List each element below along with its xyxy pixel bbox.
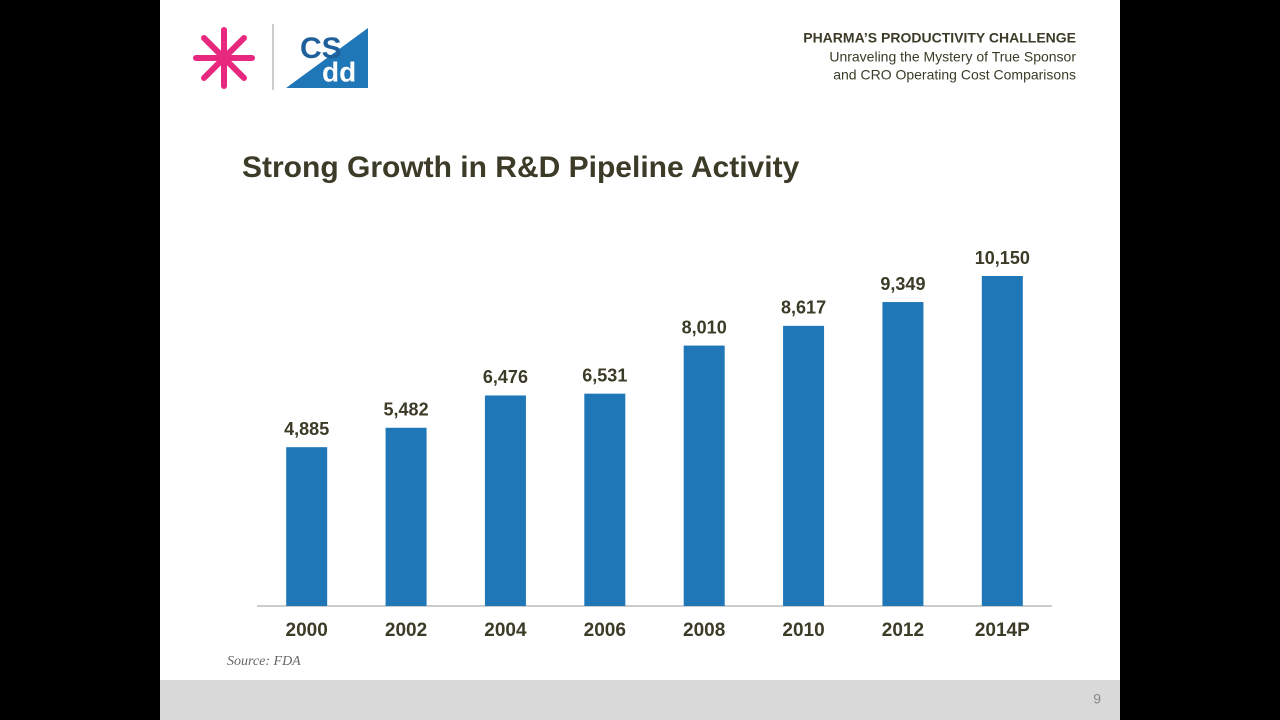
chart-title: Strong Growth in R&D Pipeline Activity (242, 151, 800, 184)
header-subtitle: and CRO Operating Cost Comparisons (833, 67, 1076, 83)
value-label: 5,482 (384, 400, 429, 420)
footer-band (160, 680, 1120, 720)
bar (783, 325, 825, 606)
bar (385, 427, 427, 606)
value-label: 6,531 (582, 365, 627, 385)
x-tick-label: 2002 (385, 620, 427, 641)
value-label: 10,150 (975, 248, 1030, 268)
slide (160, 0, 1120, 720)
value-label: 8,010 (682, 317, 727, 337)
bar (981, 276, 1023, 606)
x-tick-label: 2004 (484, 620, 527, 641)
value-label: 6,476 (483, 367, 528, 387)
x-tick-label: 2008 (683, 620, 725, 641)
logo-text: dd (322, 56, 356, 87)
bar (683, 345, 725, 606)
x-tick-label: 2012 (882, 620, 924, 641)
header-subtitle: Unraveling the Mystery of True Sponsor (829, 49, 1076, 65)
bar (286, 447, 328, 606)
logo-text: CS (300, 32, 342, 65)
page-number: 9 (1093, 691, 1101, 707)
x-tick-label: 2000 (286, 620, 328, 641)
logo-star (201, 35, 247, 81)
logo (193, 27, 255, 89)
source-note: Source: FDA (227, 654, 301, 669)
value-label: 9,349 (880, 274, 925, 294)
value-label: 8,617 (781, 298, 826, 318)
x-tick-label: 2006 (584, 620, 626, 641)
logo-triangle (286, 28, 368, 88)
bar (484, 395, 526, 606)
bar (584, 393, 626, 606)
bar (882, 302, 924, 606)
value-label: 4,885 (284, 419, 329, 439)
header-title: PHARMA’S PRODUCTIVITY CHALLENGE (803, 30, 1076, 46)
x-tick-label: 2010 (782, 620, 824, 641)
x-tick-label: 2014P (975, 620, 1030, 641)
